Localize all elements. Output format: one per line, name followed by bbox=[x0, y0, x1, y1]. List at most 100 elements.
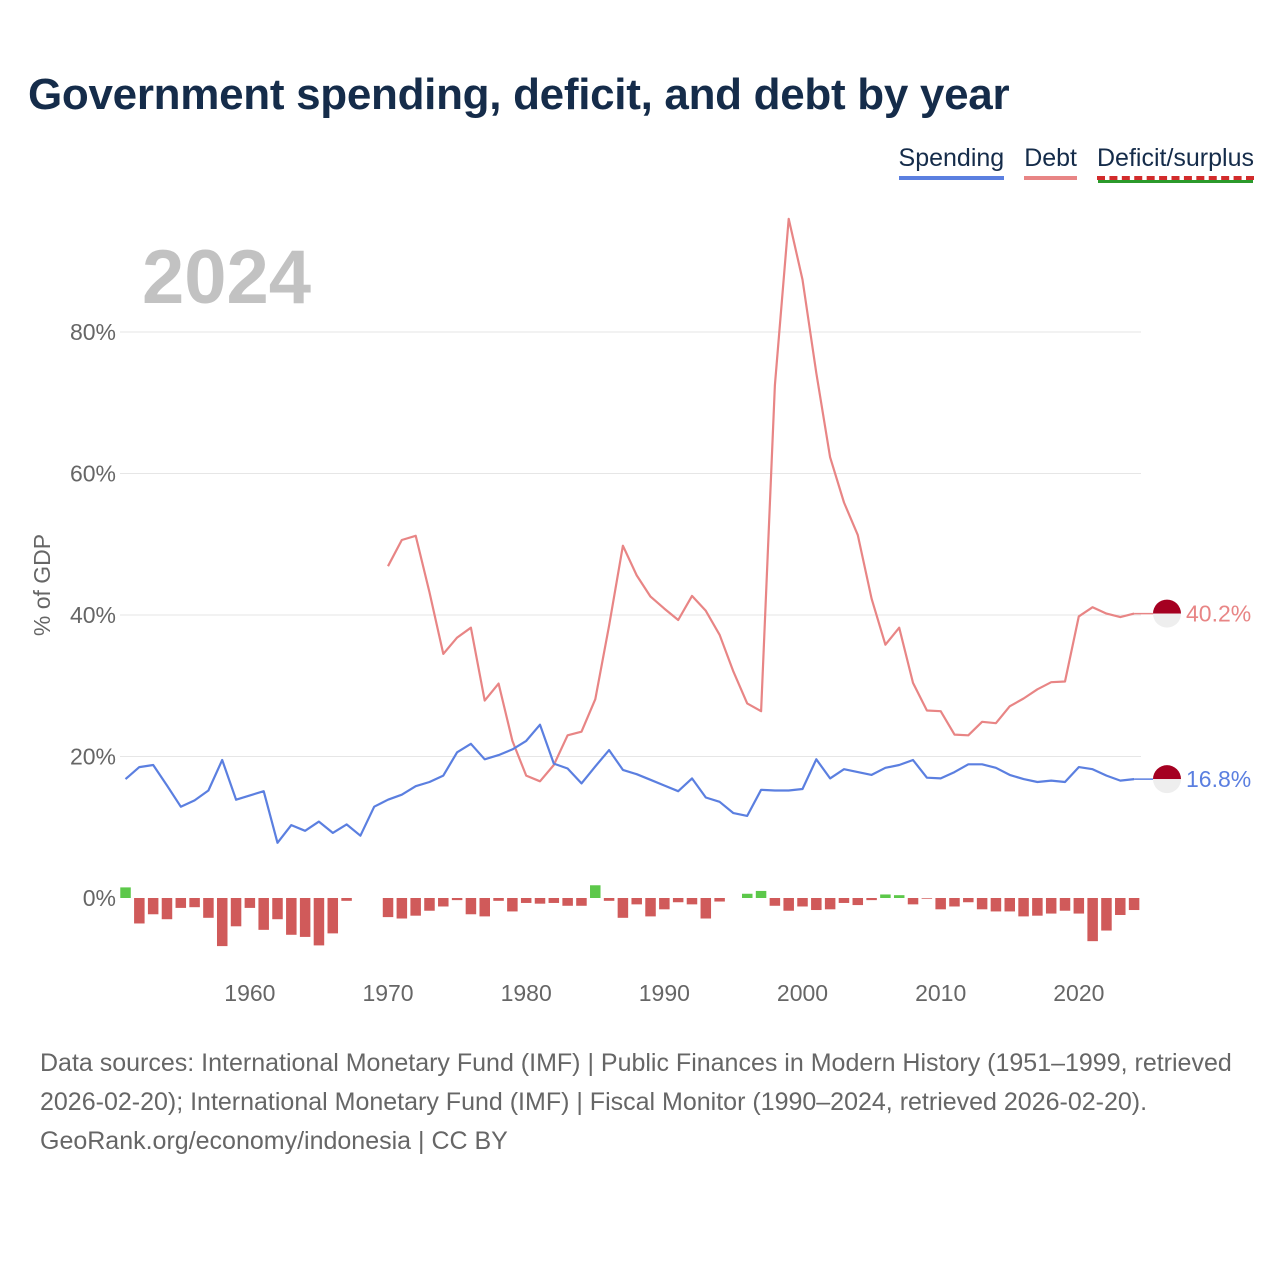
deficit-bar bbox=[1087, 898, 1098, 942]
deficit-bar bbox=[949, 898, 960, 907]
deficit-bar bbox=[451, 898, 463, 901]
deficit-bar bbox=[852, 898, 864, 906]
deficit-bar bbox=[341, 898, 352, 901]
deficit-bar bbox=[617, 898, 629, 918]
spending-flag-top bbox=[1153, 765, 1181, 780]
chart-title: Government spending, deficit, and debt b… bbox=[28, 70, 1010, 119]
deficit-bar bbox=[1045, 898, 1057, 914]
deficit-bar bbox=[424, 898, 435, 911]
deficit-bar bbox=[590, 885, 601, 898]
deficit-bar bbox=[631, 898, 642, 905]
deficit-bar bbox=[755, 890, 767, 898]
legend-spending[interactable]: Spending bbox=[898, 144, 1005, 180]
deficit-bar bbox=[134, 898, 145, 924]
deficit-bar bbox=[1101, 898, 1112, 931]
spending-line bbox=[124, 723, 1135, 844]
deficit-bar bbox=[741, 893, 753, 898]
spending-flag-bottom bbox=[1153, 779, 1181, 794]
deficit-bar bbox=[1032, 898, 1043, 916]
x-tick-label: 1970 bbox=[362, 980, 413, 1006]
deficit-bar bbox=[465, 898, 477, 915]
deficit-bar bbox=[410, 898, 421, 916]
legend: Spending Debt Deficit/surplus bbox=[898, 144, 1254, 180]
deficit-bar bbox=[1018, 898, 1029, 917]
deficit-bar bbox=[438, 898, 449, 907]
deficit-bar bbox=[120, 887, 131, 898]
deficit-bar bbox=[935, 898, 946, 910]
deficit-bar bbox=[327, 898, 339, 934]
deficit-bar bbox=[1128, 898, 1140, 911]
deficit-bar bbox=[824, 898, 836, 910]
y-tick-label: 60% bbox=[70, 461, 116, 487]
year-label: 2024 bbox=[142, 235, 311, 320]
deficit-bar bbox=[976, 898, 988, 910]
deficit-bar bbox=[1059, 898, 1071, 911]
debt-end-label: 40.2% bbox=[1186, 601, 1251, 627]
deficit-bar bbox=[396, 898, 408, 919]
deficit-bar bbox=[313, 898, 325, 946]
deficit-bar bbox=[576, 898, 587, 906]
spending-end-label: 16.8% bbox=[1186, 766, 1251, 792]
deficit-bar bbox=[534, 898, 546, 904]
deficit-bar bbox=[1115, 898, 1126, 915]
deficit-bar bbox=[907, 898, 919, 905]
deficit-bar bbox=[507, 898, 518, 912]
deficit-bar bbox=[562, 898, 573, 906]
x-tick-label: 1980 bbox=[501, 980, 552, 1006]
deficit-bar bbox=[714, 898, 725, 902]
y-axis-label: % of GDP bbox=[29, 534, 55, 636]
legend-deficit-surplus[interactable]: Deficit/surplus bbox=[1097, 144, 1254, 180]
deficit-bar bbox=[230, 898, 242, 927]
source-note: Data sources: International Monetary Fun… bbox=[40, 1044, 1240, 1161]
deficit-bar bbox=[548, 898, 560, 903]
y-tick-label: 40% bbox=[70, 602, 116, 628]
y-tick-label: 20% bbox=[70, 744, 116, 770]
deficit-bar bbox=[147, 898, 159, 915]
x-tick-label: 2000 bbox=[777, 980, 828, 1006]
deficit-bar bbox=[603, 898, 615, 901]
deficit-bar bbox=[520, 898, 532, 903]
deficit-bar bbox=[783, 898, 794, 911]
y-tick-label: 0% bbox=[83, 885, 116, 911]
deficit-bar bbox=[479, 898, 490, 917]
deficit-bar bbox=[286, 898, 297, 935]
deficit-bar bbox=[244, 898, 256, 908]
debt-flag-top bbox=[1153, 599, 1181, 614]
deficit-bar bbox=[990, 898, 1002, 912]
deficit-bar bbox=[175, 898, 187, 908]
deficit-bar bbox=[216, 898, 228, 947]
deficit-bar bbox=[672, 898, 684, 903]
deficit-bar bbox=[797, 898, 808, 907]
deficit-bar bbox=[203, 898, 214, 918]
x-tick-label: 2010 bbox=[915, 980, 966, 1006]
legend-debt[interactable]: Debt bbox=[1024, 144, 1077, 180]
deficit-bar bbox=[1004, 898, 1015, 912]
deficit-bar bbox=[893, 895, 905, 898]
deficit-bar bbox=[769, 898, 781, 906]
y-tick-label: 80% bbox=[70, 319, 116, 345]
x-tick-label: 2020 bbox=[1053, 980, 1104, 1006]
deficit-bar bbox=[645, 898, 656, 917]
deficit-bar bbox=[866, 898, 877, 901]
source-text: Data sources: International Monetary Fun… bbox=[40, 1049, 1232, 1116]
deficit-bar bbox=[161, 898, 173, 920]
x-tick-label: 1990 bbox=[639, 980, 690, 1006]
deficit-bar bbox=[811, 898, 822, 911]
deficit-bar bbox=[921, 898, 933, 899]
debt-line bbox=[387, 217, 1135, 783]
deficit-bar bbox=[700, 898, 712, 919]
deficit-bar bbox=[880, 894, 891, 898]
deficit-bar bbox=[382, 898, 394, 918]
deficit-bar bbox=[299, 898, 311, 937]
debt-flag-bottom bbox=[1153, 613, 1181, 628]
deficit-bar bbox=[258, 898, 269, 930]
source-link[interactable]: GeoRank.org/economy/indonesia | CC BY bbox=[40, 1127, 508, 1155]
deficit-bar bbox=[189, 898, 200, 908]
deficit-bar bbox=[838, 898, 850, 903]
chart-area: 0% 20% 40% 60% 80% % of GDP 1960 1970 1980 1990 20… bbox=[29, 217, 1251, 1006]
deficit-bar bbox=[686, 898, 698, 905]
deficit-bar bbox=[493, 898, 504, 901]
deficit-bar bbox=[1073, 898, 1085, 914]
deficit-bar bbox=[659, 898, 670, 910]
deficit-bar bbox=[272, 898, 283, 920]
